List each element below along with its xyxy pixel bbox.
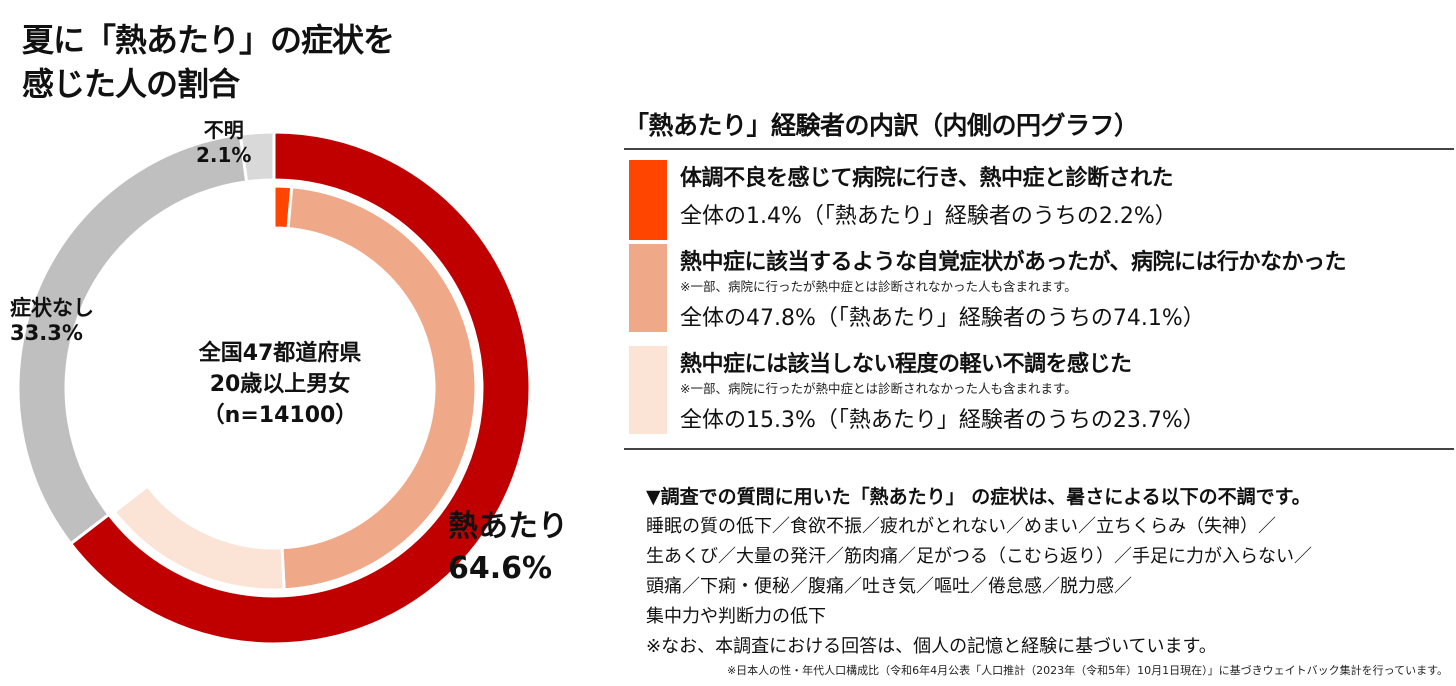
slice-value-no-symptom: 33.3%: [10, 321, 83, 345]
inner-slice-1: [280, 185, 478, 592]
slice-label-unknown: 不明 2.1%: [196, 118, 251, 168]
legend-heading: 熱中症には該当しない程度の軽い不調を感じた: [680, 352, 1132, 377]
legend-item: 体調不良を感じて病院に行き、熱中症と診断された 全体の1.4%（「熱あたり」経験…: [624, 160, 1454, 246]
symptom-notes: ▼調査での質問に用いた「熱あたり」 の症状は、暑さによる以下の不調です。 睡眠の…: [646, 482, 1446, 662]
breakdown-title: 「熱あたり」経験者の内訳（内側の円グラフ）: [624, 111, 1139, 140]
disclaimer: ※なお、本調査における回答は、個人の記憶と経験に基づいています。: [646, 636, 1217, 657]
outer-slice-0: [68, 130, 532, 646]
legend-swatch: [629, 346, 667, 434]
donut-chart: [16, 130, 532, 646]
center-line-1: 全国47都道府県: [198, 341, 362, 366]
slice-label-no-symptom: 症状なし 33.3%: [10, 296, 94, 346]
legend-note: ※一部、病院に行ったが熱中症とは診断されなかった人も含まれます。: [680, 279, 1077, 294]
legend-item: 熱中症に該当するような自覚症状があったが、病院には行かなかった ※一部、病院に行…: [624, 244, 1454, 336]
legend-item: 熱中症には該当しない程度の軽い不調を感じた ※一部、病院に行ったが熱中症とは診断…: [624, 346, 1454, 438]
legend-note: ※一部、病院に行ったが熱中症とは診断されなかった人も含まれます。: [680, 381, 1077, 396]
legend-heading: 体調不良を感じて病院に行き、熱中症と診断された: [680, 166, 1173, 191]
slice-value-unknown: 2.1%: [196, 143, 252, 167]
divider: [624, 448, 1454, 450]
center-line-2: 20歳以上男女: [209, 372, 351, 397]
divider: [624, 148, 1454, 150]
donut-center-text: 全国47都道府県 20歳以上男女 （n=14100）: [150, 338, 410, 431]
symptom-line: 集中力や判断力の低下: [646, 606, 826, 627]
page-title: 夏に「熱あたり」の症状を感じた人の割合: [22, 21, 395, 103]
symptom-heading: ▼調査での質問に用いた「熱あたり」 の症状は、暑さによる以下の不調です。: [646, 486, 1311, 508]
symptom-line: 睡眠の質の低下／食欲不振／疲れがとれない／めまい／立ちくらみ（失神）／: [646, 516, 1276, 537]
legend-value: 全体の47.8%（「熱あたり」経験者のうちの74.1%）: [680, 306, 1205, 331]
outer-ring: [16, 130, 532, 646]
footnote: ※日本人の性・年代人口構成比（令和6年4月公表「人口推計（2023年（令和5年）…: [726, 664, 1448, 677]
legend-value: 全体の15.3%（「熱あたり」経験者のうちの23.7%）: [680, 408, 1205, 433]
slice-name-no-symptom: 症状なし: [10, 296, 94, 320]
symptom-line: 生あくび／大量の発汗／筋肉痛／足がつる（こむら返り）／手足に力が入らない／: [646, 546, 1312, 567]
legend-swatch: [629, 244, 667, 332]
slice-name-heat: 熱あたり: [448, 509, 568, 544]
inner-slice-2: [112, 483, 286, 592]
slice-name-unknown: 不明: [203, 118, 244, 142]
slice-value-heat: 64.6%: [448, 551, 553, 586]
inner-ring: [112, 184, 478, 592]
outer-slice-2: [238, 130, 276, 184]
slice-label-heat: 熱あたり 64.6%: [448, 506, 568, 590]
legend-value: 全体の1.4%（「熱あたり」経験者のうちの2.2%）: [680, 204, 1177, 229]
center-line-3: （n=14100）: [202, 403, 358, 428]
legend-heading: 熱中症に該当するような自覚症状があったが、病院には行かなかった: [680, 250, 1347, 275]
symptom-line: 頭痛／下痢・便秘／腹痛／吐き気／嘔吐／倦怠感／脱力感／: [646, 576, 1132, 597]
legend-swatch: [629, 160, 667, 240]
